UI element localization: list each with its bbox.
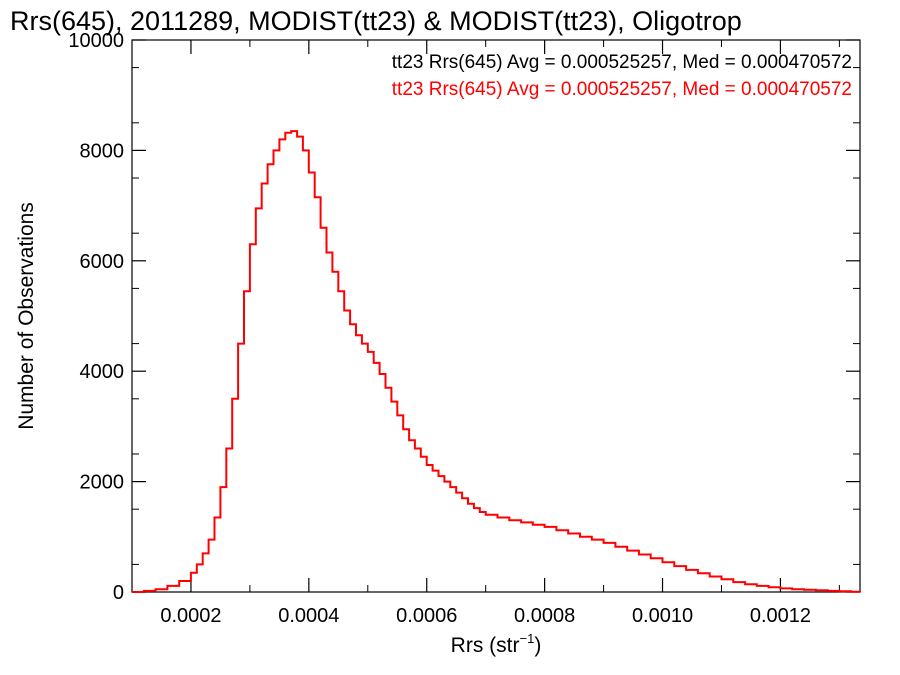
x-tick-label: 0.0010 [632,605,693,627]
y-axis-ticks: 0 2000 4000 6000 8000 10000 [68,30,860,604]
x-axis-ticks: 0.0002 0.0004 0.0006 0.0008 0.0010 0.0012 [160,40,840,627]
series-layer [132,130,861,593]
annotation-black: tt23 Rrs(645) Avg = 0.000525257, Med = 0… [392,52,852,73]
x-axis-label: Rrs (str−1) [451,631,542,657]
x-tick-label: 0.0002 [160,605,221,627]
x-axis-label-main: Rrs (str [451,634,520,657]
x-axis-label-superscript: −1 [520,631,535,646]
y-tick-label: 6000 [80,251,125,273]
y-tick-label: 8000 [80,140,125,162]
y-axis-label: Number of Observations [15,202,38,430]
y-tick-label: 0 [113,582,124,604]
y-tick-label: 4000 [80,361,125,383]
plot-frame [131,39,861,593]
x-axis-label-close: ) [534,634,541,657]
chart-title: Rrs(645), 2011289, MODIST(tt23) & MODIST… [10,6,742,36]
x-tick-label: 0.0006 [396,605,457,627]
x-tick-label: 0.0004 [278,605,339,627]
y-tick-label: 2000 [80,472,125,494]
annotation-red: tt23 Rrs(645) Avg = 0.000525257, Med = 0… [392,79,852,100]
y-tick-label: 10000 [68,30,124,52]
x-tick-label: 0.0012 [750,605,811,627]
histogram-series-line [132,130,861,593]
x-tick-label: 0.0008 [514,605,575,627]
